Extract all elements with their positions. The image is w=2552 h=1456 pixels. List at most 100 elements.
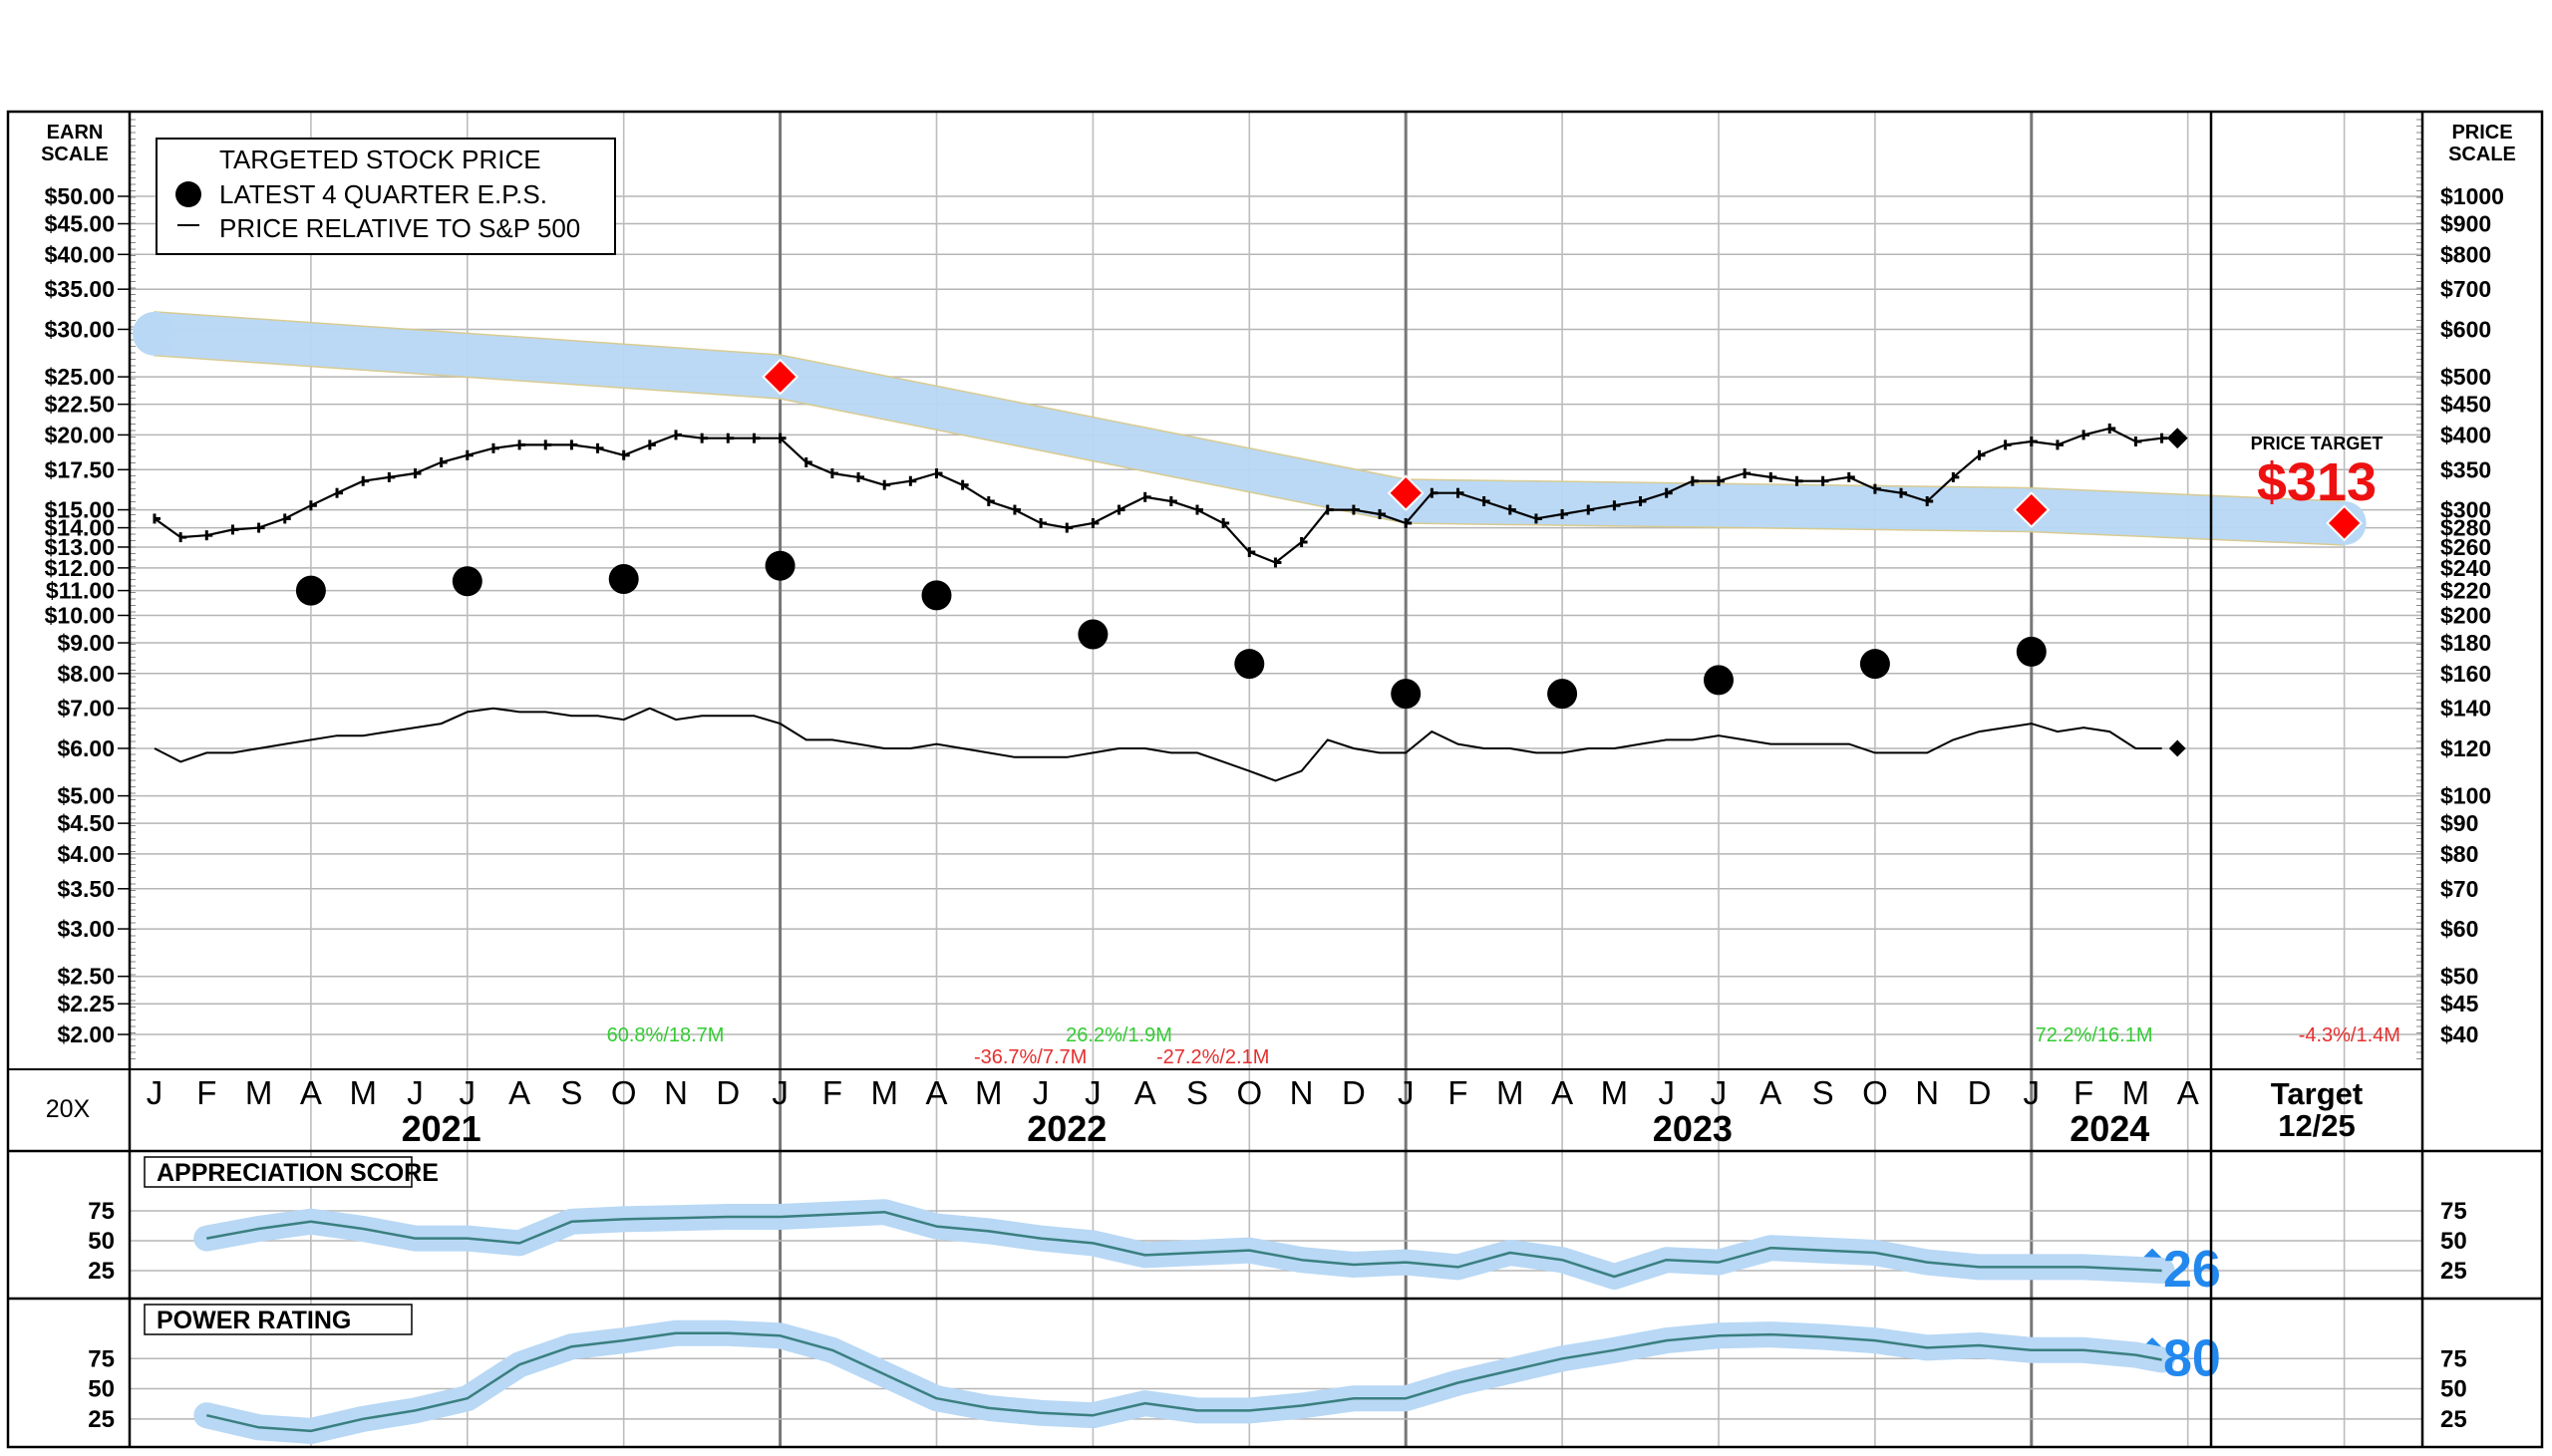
outer-frame [6, 110, 2544, 1449]
eps-dot [1234, 649, 1265, 680]
eps-dot [1859, 649, 1890, 680]
eps-dot [921, 580, 952, 611]
month-label: F [1447, 1074, 1467, 1111]
left-tick-label: $13.00 [45, 534, 115, 560]
month-label: F [196, 1074, 216, 1111]
right-axis-title: PRICE [2451, 122, 2512, 144]
right-tick-label: $60 [2440, 916, 2478, 942]
left-tick-label: $50.00 [45, 183, 115, 209]
labels-layer: EARNSCALE$50.00$45.00$40.00$35.00$30.00$… [41, 122, 2516, 1149]
month-label: A [925, 1074, 947, 1111]
right-tick-label: $80 [2440, 841, 2478, 867]
left-tick-label: $14.00 [45, 515, 115, 541]
right-tick-label: $180 [2440, 630, 2491, 656]
right-tick-label: $50 [2440, 964, 2478, 990]
left-tick-label: $4.00 [57, 841, 115, 867]
month-label: M [245, 1074, 273, 1111]
volume-annotation: -4.3%/1.4M [2299, 1024, 2400, 1046]
appreciation-title-box [144, 1156, 413, 1188]
year-label: 2023 [1653, 1108, 1733, 1149]
left-tick-label: $22.50 [45, 392, 115, 418]
power-tick-label: 75 [2440, 1345, 2467, 1372]
right-tick-label: $240 [2440, 555, 2491, 581]
right-tick-label: $70 [2440, 876, 2478, 902]
left-tick-label: $25.00 [45, 364, 115, 390]
eps-dot [1078, 619, 1109, 650]
year-label: 2024 [2070, 1108, 2149, 1149]
left-tick-label: $9.00 [57, 630, 115, 656]
left-axis-title: EARN [47, 122, 104, 144]
month-label: S [1812, 1074, 1834, 1111]
eps-dot [765, 550, 796, 581]
month-label: M [975, 1074, 1003, 1111]
power-title: POWER RATING [157, 1307, 351, 1334]
eps-dot [295, 575, 326, 606]
power-tick-label: 50 [2440, 1376, 2467, 1403]
power-tick-label: 75 [88, 1345, 115, 1372]
power-tick-label: 25 [88, 1406, 115, 1433]
month-label: S [560, 1074, 582, 1111]
right-tick-label: $260 [2440, 534, 2491, 560]
month-label: M [1601, 1074, 1629, 1111]
month-label: J [1398, 1074, 1415, 1111]
left-axis-title: SCALE [41, 144, 109, 165]
legend-label: TARGETED STOCK PRICE [219, 145, 541, 174]
right-tick-label: $350 [2440, 456, 2491, 482]
right-tick-label: $1000 [2440, 183, 2504, 209]
legend-label: PRICE RELATIVE TO S&P 500 [219, 213, 580, 243]
target-price-diamond [762, 358, 799, 396]
right-tick-label: $500 [2440, 364, 2491, 390]
volume-annotation: 72.2%/16.1M [2036, 1024, 2153, 1046]
year-label: 2021 [402, 1108, 481, 1149]
month-label: J [2024, 1074, 2041, 1111]
left-tick-label: $40.00 [45, 241, 115, 267]
month-label: N [1290, 1074, 1314, 1111]
appreciation-tick-label: 50 [2440, 1228, 2467, 1255]
month-label: N [664, 1074, 688, 1111]
month-label: D [1342, 1074, 1366, 1111]
legend-dot-icon [175, 181, 201, 207]
relative-to-sp500-line [154, 707, 2162, 782]
right-tick-label: $800 [2440, 241, 2491, 267]
right-tick-label: $600 [2440, 316, 2491, 342]
month-label: N [1915, 1074, 1939, 1111]
month-label: J [407, 1074, 424, 1111]
eps-dot [1547, 679, 1578, 710]
left-tick-label: $4.50 [57, 810, 115, 836]
power-line [206, 1331, 2162, 1433]
month-label: J [1085, 1074, 1102, 1111]
month-label: A [508, 1074, 530, 1111]
power-tick-label: 25 [2440, 1406, 2467, 1433]
legend-label: LATEST 4 QUARTER E.P.S. [219, 179, 547, 209]
month-label: J [460, 1074, 477, 1111]
appreciation-title: APPRECIATION SCORE [157, 1159, 439, 1187]
left-tick-label: $2.50 [57, 964, 115, 990]
target-price-diamond [1387, 474, 1425, 512]
power-band [193, 1319, 2175, 1444]
appreciation-tick-label: 50 [88, 1228, 115, 1255]
left-tick-label: $45.00 [45, 211, 115, 237]
target-label: Target [2271, 1076, 2363, 1111]
legend-box [156, 138, 616, 255]
month-label: J [1658, 1074, 1675, 1111]
month-label: D [716, 1074, 740, 1111]
month-label: F [2074, 1074, 2093, 1111]
month-label: O [1236, 1074, 1262, 1111]
month-label: F [822, 1074, 842, 1111]
month-label: D [1968, 1074, 1992, 1111]
left-tick-label: $20.00 [45, 422, 115, 447]
appreciation-tick-label: 75 [2440, 1198, 2467, 1225]
left-tick-label: $15.00 [45, 497, 115, 523]
left-tick-label: $5.00 [57, 783, 115, 809]
right-tick-label: $400 [2440, 422, 2491, 447]
target-price-diamond [2013, 491, 2051, 528]
right-tick-label: $280 [2440, 515, 2491, 541]
right-tick-label: $120 [2440, 735, 2491, 761]
right-tick-label: $220 [2440, 578, 2491, 604]
target-band-start-cap [133, 311, 176, 356]
right-tick-label: $200 [2440, 603, 2491, 629]
month-label: S [1186, 1074, 1208, 1111]
frame-layer [6, 110, 2544, 1449]
price-multiple-label: 20X [46, 1095, 91, 1123]
